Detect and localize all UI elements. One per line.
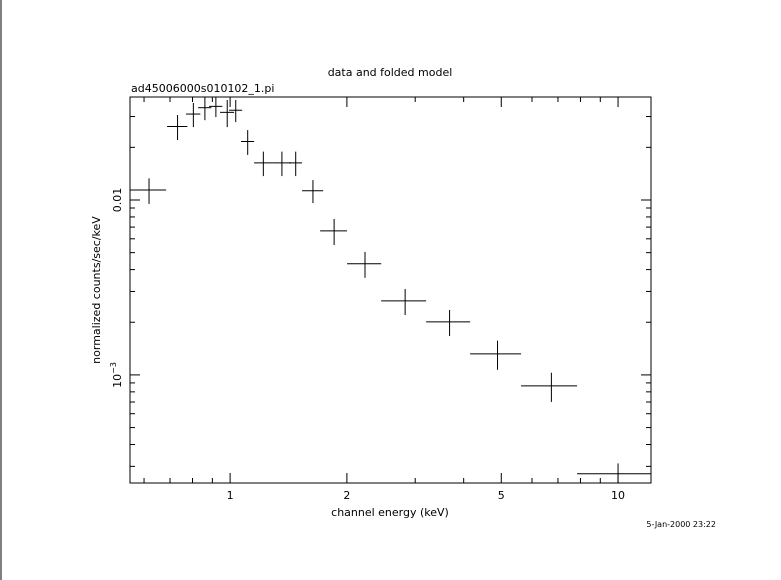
plot-frame	[129, 96, 652, 484]
y-tick-label-exponent: −3	[109, 362, 118, 374]
data-layer	[130, 97, 651, 483]
y-axis-label: normalized counts/sec/keV	[90, 216, 103, 364]
x-tick-label: 5	[498, 489, 505, 502]
x-tick-label: 10	[611, 489, 625, 502]
x-tick-label: 1	[227, 489, 234, 502]
x-axis-label: channel energy (keV)	[331, 506, 449, 519]
chart-title: data and folded model	[328, 66, 453, 79]
chart-subtitle: ad45006000s010102_1.pi	[131, 82, 274, 95]
y-tick-label: 10−3	[109, 362, 124, 388]
y-tick-label: 0.01	[111, 188, 124, 213]
x-tick-label: 2	[343, 489, 350, 502]
y-tick-label-base: 10	[111, 374, 124, 388]
timestamp: 5-Jan-2000 23:22	[646, 520, 716, 529]
